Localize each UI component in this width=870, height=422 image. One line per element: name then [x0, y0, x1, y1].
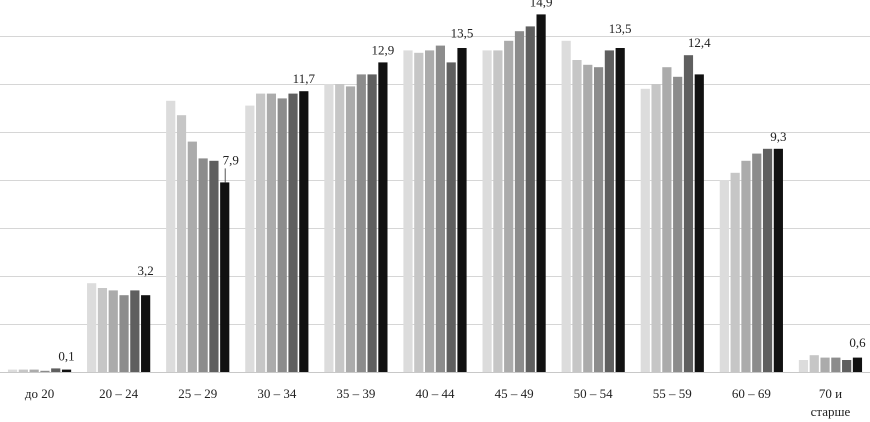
- bar: [403, 50, 413, 373]
- bar: [367, 74, 377, 373]
- bar: [119, 295, 129, 372]
- data-label: 12,9: [372, 42, 395, 57]
- bar: [176, 115, 187, 372]
- bar: [187, 141, 197, 372]
- bar: [773, 148, 783, 372]
- bar: [166, 100, 176, 373]
- bar: [683, 55, 694, 372]
- bar: [583, 64, 593, 373]
- bar: [198, 158, 208, 372]
- bar: [741, 160, 751, 372]
- bar: [504, 40, 514, 373]
- bar: [141, 295, 151, 372]
- data-label: 11,7: [293, 71, 316, 86]
- data-labels: 0,1 3,2 7,9 11,7 12,9 13,5 14,9 13,5 12,4 9,3 0,6: [58, 0, 866, 363]
- x-tick-label: до 20: [25, 386, 54, 401]
- bar: [425, 50, 435, 373]
- bar: [604, 50, 614, 373]
- bar: [525, 26, 535, 373]
- bar: [87, 283, 97, 372]
- bars: [7, 14, 863, 373]
- bar: [108, 290, 118, 372]
- bar: [852, 357, 863, 372]
- bar: [831, 357, 841, 372]
- bar: [482, 50, 492, 373]
- bar: [762, 148, 773, 372]
- bar: [842, 360, 852, 372]
- bar: [378, 62, 388, 373]
- bar: [561, 40, 571, 373]
- bar: [809, 355, 819, 372]
- bar: [61, 369, 72, 372]
- bar: [730, 172, 740, 372]
- bar: [130, 290, 140, 372]
- bar: [673, 76, 683, 373]
- bar: [694, 74, 704, 373]
- x-tick-labels: до 20 20 – 24 25 – 29 30 – 34 35 – 39 40 – 44…: [25, 386, 851, 419]
- x-tick-label: 25 – 29: [178, 386, 217, 401]
- bar: [662, 67, 672, 372]
- bar: [446, 62, 456, 373]
- bar: [97, 288, 108, 372]
- bar: [356, 74, 366, 373]
- bar: [651, 84, 661, 372]
- bar: [209, 160, 219, 372]
- gridlines: [0, 36, 870, 373]
- bar: [299, 91, 309, 372]
- data-label: 14,9: [530, 0, 553, 9]
- bar: [414, 52, 424, 373]
- bar: [220, 182, 230, 372]
- bar: [288, 93, 298, 372]
- bar: [536, 14, 546, 373]
- data-label: 13,5: [609, 21, 632, 36]
- bar: [51, 368, 61, 372]
- bar: [493, 50, 503, 373]
- x-tick-label: 55 – 59: [653, 386, 692, 401]
- bar: [40, 370, 50, 372]
- x-tick-label: 50 – 54: [574, 386, 614, 401]
- bar: [593, 67, 604, 372]
- bar: [435, 45, 445, 372]
- data-label: 0,1: [58, 348, 74, 363]
- x-tick-label: 20 – 24: [99, 386, 139, 401]
- x-tick-label: 40 – 44: [416, 386, 456, 401]
- bar: [514, 31, 525, 372]
- x-tick-label: 70 и старше: [811, 386, 851, 419]
- data-label: 9,3: [770, 129, 786, 144]
- bar: [7, 369, 18, 372]
- data-label: 3,2: [138, 263, 154, 278]
- bar: [335, 84, 345, 372]
- x-tick-label: 60 – 69: [732, 386, 771, 401]
- bar: [277, 98, 287, 373]
- data-label: 0,6: [849, 335, 866, 350]
- bar: [752, 153, 762, 372]
- bar: [345, 86, 356, 373]
- bar: [640, 88, 650, 373]
- data-label: 7,9: [223, 152, 239, 167]
- bar: [324, 84, 334, 372]
- bar: [719, 180, 729, 372]
- bar: [266, 93, 277, 372]
- bar: [615, 48, 625, 372]
- bar: [457, 48, 467, 372]
- bar: [798, 360, 809, 372]
- bar: [29, 369, 39, 372]
- x-tick-label: 30 – 34: [257, 386, 297, 401]
- bar: [820, 357, 830, 372]
- bar: [245, 105, 255, 372]
- x-tick-label: 45 – 49: [495, 386, 534, 401]
- bar: [256, 93, 266, 372]
- data-label: 12,4: [688, 35, 711, 50]
- data-label: 13,5: [451, 26, 474, 41]
- bar: [572, 60, 582, 372]
- bar: [18, 369, 28, 372]
- x-tick-label: 35 – 39: [336, 386, 375, 401]
